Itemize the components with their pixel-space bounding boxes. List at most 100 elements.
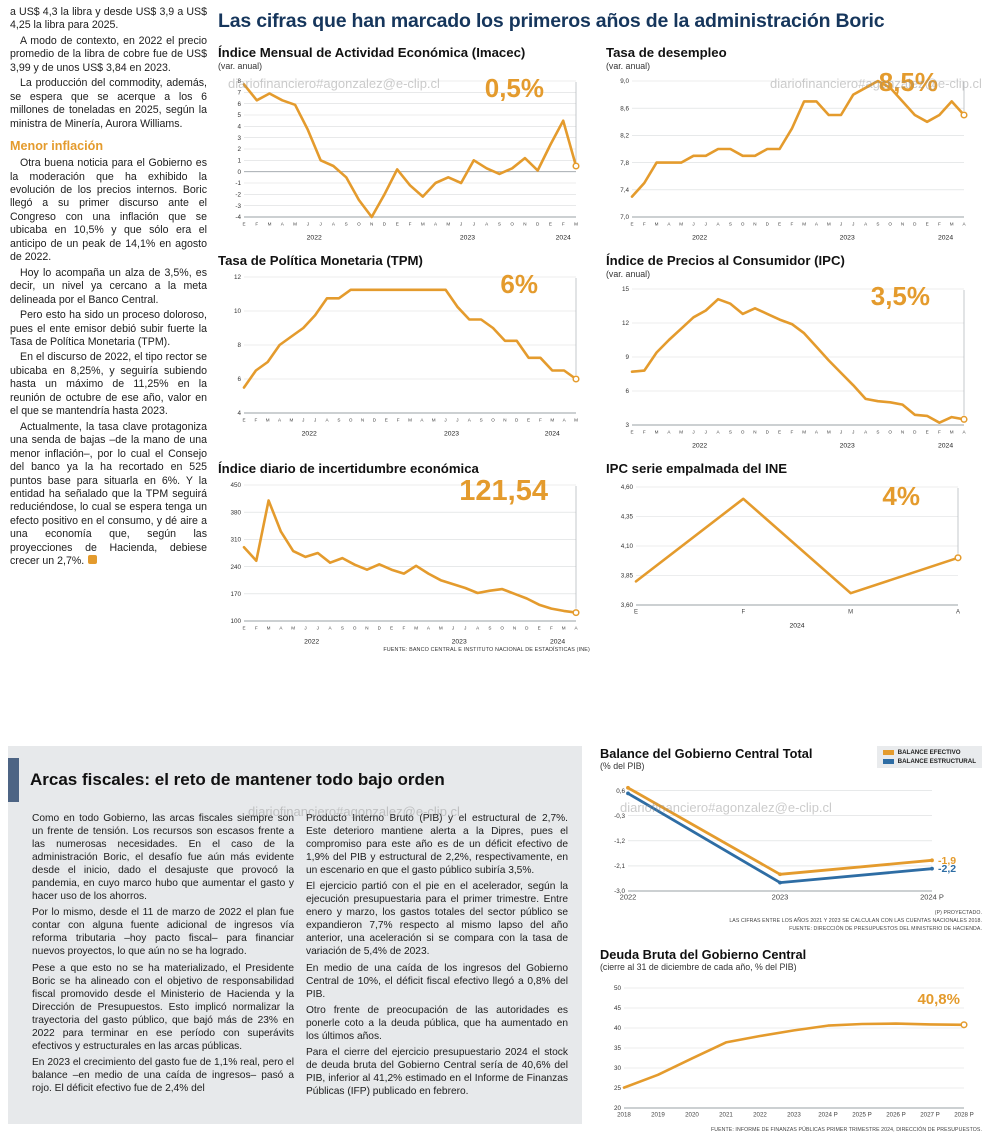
svg-text:45: 45	[614, 1005, 622, 1012]
footnote: (P) PROYECTADO.	[934, 910, 982, 916]
svg-text:A: A	[468, 418, 472, 423]
svg-text:A: A	[815, 430, 819, 435]
svg-text:2020: 2020	[685, 1112, 699, 1119]
svg-text:M: M	[827, 222, 831, 227]
svg-text:J: J	[705, 222, 707, 227]
svg-text:A: A	[281, 222, 285, 227]
svg-text:8: 8	[237, 78, 241, 85]
balance-footnotes: (P) PROYECTADO. LAS CIFRAS ENTRE LOS AÑO…	[600, 909, 982, 933]
svg-text:7: 7	[237, 90, 241, 97]
svg-text:M: M	[802, 222, 806, 227]
svg-text:8,2: 8,2	[620, 133, 629, 140]
chart-card-incertidumbre: Índice diario de incertidumbre económica…	[218, 461, 590, 653]
svg-text:J: J	[705, 430, 707, 435]
chart-card-desempleo: Tasa de desempleo (var. anual) 9,0 8,6 8,2…	[606, 45, 978, 241]
svg-text:450: 450	[230, 482, 241, 489]
fiscal-article-header: Arcas fiscales: el reto de mantener todo…	[8, 758, 572, 802]
svg-text:O: O	[353, 626, 357, 631]
svg-text:M: M	[421, 222, 425, 227]
svg-text:7,0: 7,0	[620, 214, 629, 221]
chart-title: Índice diario de incertidumbre económica	[218, 461, 479, 476]
article-paragraph: Otro frente de preocupación de las autor…	[306, 1004, 568, 1042]
svg-text:2021: 2021	[719, 1112, 733, 1119]
ipc-ine-chart-area: 4,60 4,35 4,10 3,85 3,60 E F M A 2024 4%	[606, 477, 978, 629]
legend-label: BALANCE EFECTIVO	[897, 749, 961, 756]
legend-label: BALANCE ESTRUCTURAL	[897, 758, 976, 765]
svg-text:2018: 2018	[617, 1112, 631, 1119]
fiscal-article-column-1: Como en todo Gobierno, las arcas fiscale…	[32, 812, 294, 1101]
svg-text:A: A	[574, 626, 578, 631]
chart-card-balance: Balance del Gobierno Central Total (% de…	[600, 746, 982, 933]
svg-text:E: E	[242, 418, 245, 423]
svg-text:J: J	[319, 222, 321, 227]
svg-text:7,8: 7,8	[620, 160, 629, 167]
article-paragraph: Actualmente, la tasa clave protagoniza u…	[10, 421, 207, 569]
ipc-ine-highlight-value: 4%	[882, 481, 920, 511]
svg-text:2019: 2019	[651, 1112, 665, 1119]
chart-subtitle: (cierre al 31 de diciembre de cada año, …	[600, 962, 797, 973]
svg-text:A: A	[717, 430, 721, 435]
svg-text:N: N	[523, 222, 526, 227]
svg-text:O: O	[510, 222, 514, 227]
article-paragraph: El ejercicio partió con el pie en el ace…	[306, 881, 568, 958]
svg-text:J: J	[317, 626, 319, 631]
svg-text:2024: 2024	[938, 443, 953, 450]
svg-text:J: J	[692, 430, 694, 435]
svg-text:O: O	[888, 430, 892, 435]
svg-text:N: N	[365, 626, 368, 631]
svg-text:2023: 2023	[452, 639, 467, 646]
svg-text:E: E	[926, 222, 929, 227]
svg-text:O: O	[349, 418, 353, 423]
svg-text:E: E	[634, 610, 638, 616]
svg-text:D: D	[525, 626, 529, 631]
svg-text:M: M	[267, 626, 271, 631]
chart-subtitle: (var. anual)	[218, 61, 263, 71]
svg-text:20: 20	[614, 1105, 622, 1112]
article-paragraph: Como en todo Gobierno, las arcas fiscale…	[32, 813, 294, 903]
balance-header-row: Balance del Gobierno Central Total (% de…	[600, 746, 982, 773]
svg-text:M: M	[439, 626, 443, 631]
svg-text:A: A	[667, 222, 671, 227]
desempleo-highlight-value: 8,5%	[878, 67, 938, 97]
svg-text:F: F	[790, 222, 793, 227]
svg-text:F: F	[397, 418, 400, 423]
svg-text:100: 100	[230, 618, 241, 625]
svg-text:S: S	[480, 418, 483, 423]
svg-text:O: O	[491, 418, 495, 423]
svg-text:J: J	[307, 222, 309, 227]
svg-text:A: A	[278, 418, 282, 423]
svg-text:2024: 2024	[938, 235, 953, 242]
svg-text:M: M	[432, 418, 436, 423]
svg-text:F: F	[790, 430, 793, 435]
svg-text:E: E	[385, 418, 388, 423]
fiscal-article-title: Arcas fiscales: el reto de mantener todo…	[30, 770, 445, 789]
svg-text:2022: 2022	[304, 639, 319, 646]
svg-text:-2,2: -2,2	[938, 863, 956, 875]
article-paragraph: Hoy lo acompaña un alza de 3,5%, es deci…	[10, 266, 207, 306]
legend-swatch-efectivo	[882, 750, 894, 755]
tpm-chart-area: 12 10 8 6 4 E F M A M J J A S O N D E F M A M J J A S O N D E F M A M 2022…	[218, 269, 590, 437]
svg-text:E: E	[549, 222, 552, 227]
svg-text:J: J	[460, 222, 462, 227]
article-paragraph: a US$ 4,3 la libra y desde US$ 3,9 a US$…	[10, 6, 207, 32]
svg-text:M: M	[574, 418, 578, 423]
svg-text:12: 12	[622, 320, 630, 327]
svg-text:J: J	[452, 626, 454, 631]
fiscal-article-column-2: Producto Interno Bruto (PIB) y el estruc…	[306, 812, 568, 1101]
svg-text:170: 170	[230, 591, 241, 598]
svg-text:M: M	[848, 610, 853, 616]
legend-item-efectivo: BALANCE EFECTIVO	[882, 749, 976, 756]
article-paragraph: La producción del commodity, además, se …	[10, 77, 207, 130]
svg-text:M: M	[950, 430, 954, 435]
footnote: FUENTE: INFORME DE FINANZAS PÚBLICAS PRI…	[711, 1127, 982, 1133]
svg-text:2024 P: 2024 P	[920, 893, 944, 902]
chart-card-ipc: Índice de Precios al Consumidor (IPC) (v…	[606, 253, 978, 449]
svg-text:E: E	[630, 222, 633, 227]
legend-swatch-estructural	[882, 759, 894, 764]
svg-text:9: 9	[625, 354, 629, 361]
svg-text:F: F	[409, 222, 412, 227]
svg-text:J: J	[314, 418, 316, 423]
